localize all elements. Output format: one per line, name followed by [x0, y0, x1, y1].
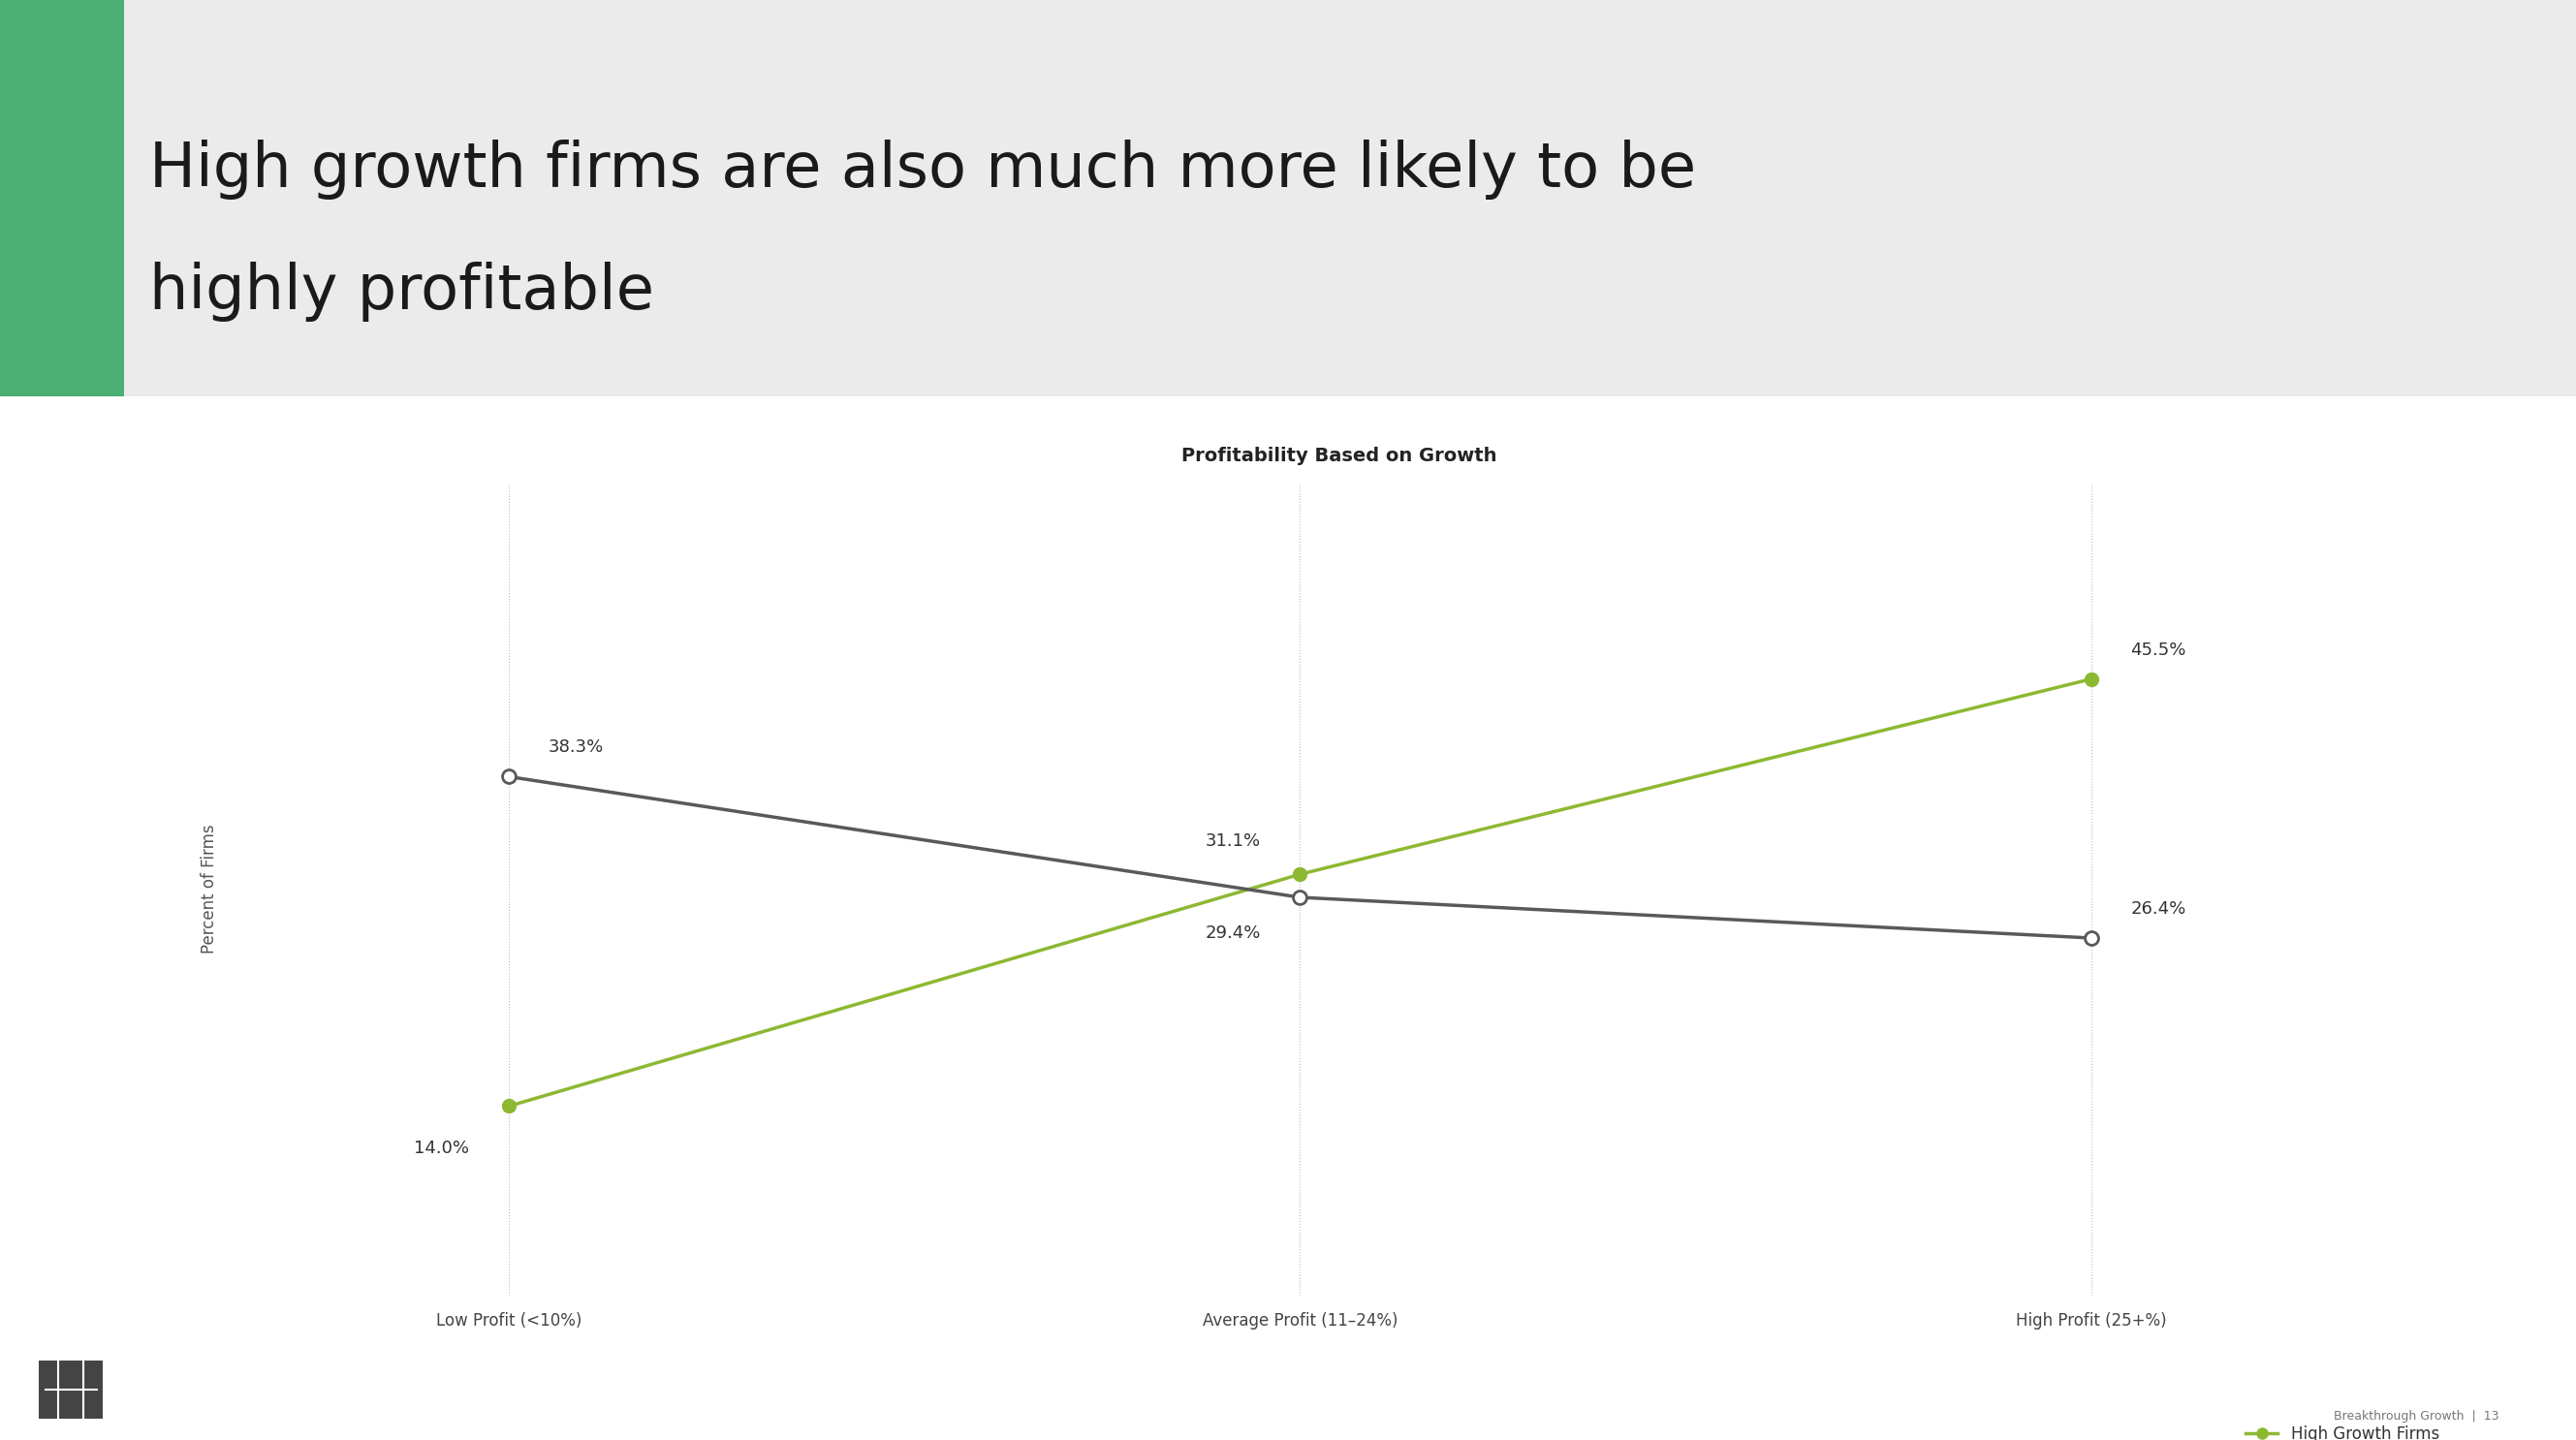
Y-axis label: Percent of Firms: Percent of Firms — [201, 825, 219, 953]
Text: 45.5%: 45.5% — [2130, 641, 2187, 658]
Text: Breakthrough Growth  |  13: Breakthrough Growth | 13 — [2334, 1410, 2499, 1423]
Title: Profitability Based on Growth: Profitability Based on Growth — [1182, 446, 1497, 465]
Text: 38.3%: 38.3% — [549, 739, 603, 756]
Text: highly profitable: highly profitable — [149, 262, 654, 321]
Text: High growth firms are also much more likely to be: High growth firms are also much more lik… — [149, 140, 1695, 199]
Text: 14.0%: 14.0% — [415, 1140, 469, 1158]
Text: 31.1%: 31.1% — [1206, 832, 1260, 850]
Legend: High Growth Firms, No Growth Firms: High Growth Firms, No Growth Firms — [2246, 1426, 2439, 1440]
Text: 26.4%: 26.4% — [2130, 900, 2187, 917]
Text: 29.4%: 29.4% — [1206, 924, 1260, 942]
